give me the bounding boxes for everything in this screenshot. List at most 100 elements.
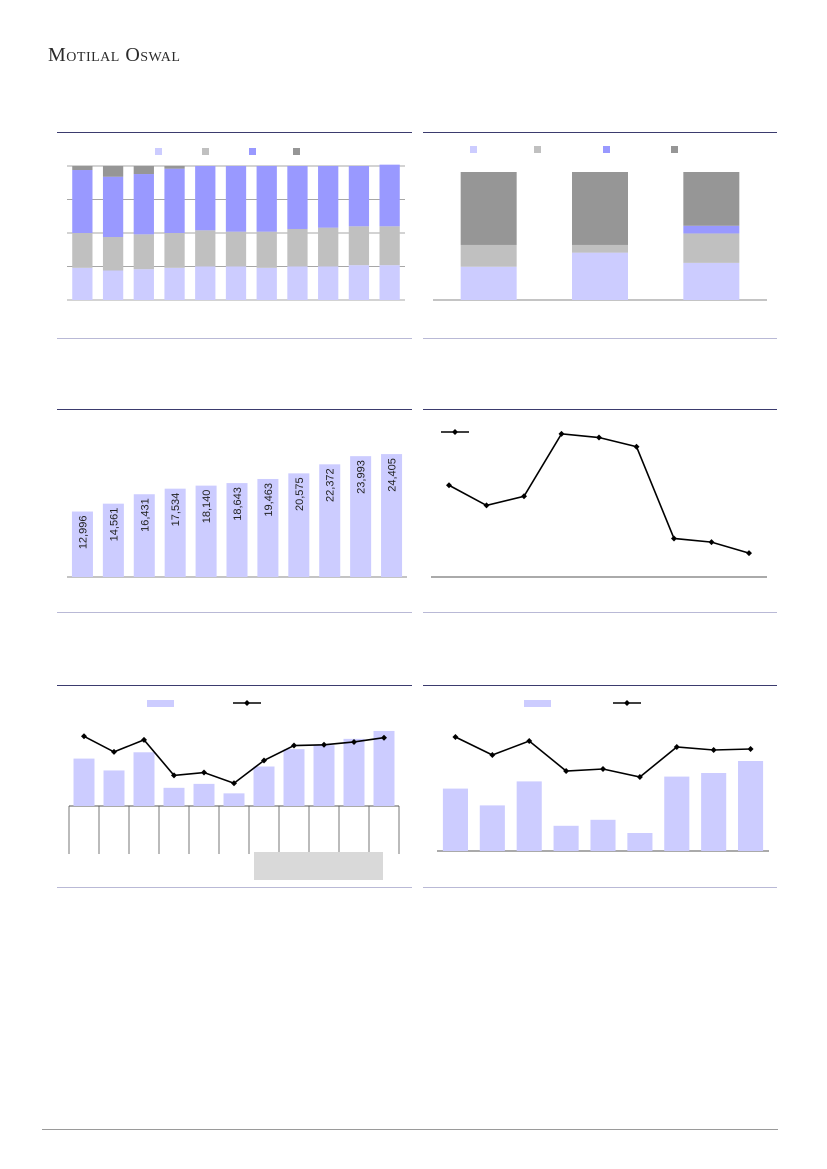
chart6-point [600,766,606,772]
chart5-point [111,748,117,755]
chart5-point [351,738,357,745]
chart1-bar-segment [102,166,124,177]
chart3-data-label: 18,140 [201,490,213,524]
chart2-bar-segment [460,172,517,245]
chart1-legend-swatch [249,148,256,155]
chart5-point [321,741,327,748]
chart5-point [261,757,267,764]
chart1-bar-segment [348,166,370,227]
chart6-bar [627,833,653,851]
chart6-point [673,744,680,750]
chart3-bar [226,483,248,577]
chart5-legend-marker [244,700,250,706]
chart6-point [526,738,533,744]
chart6-bar [479,805,505,851]
chart3-data-label: 24,405 [387,458,399,492]
chart1-bar-segment [72,170,93,233]
chart5-bar [133,752,155,806]
chart2-bottom-rule [423,338,777,339]
chart5-bar [373,730,395,806]
chart5-point [171,772,177,779]
chart1-panel [57,134,412,314]
chart1-bar-segment [225,231,247,267]
chart1-bar-segment [102,237,124,271]
chart6-top-rule [423,685,777,686]
chart3-bar [381,454,403,577]
chart5-point [381,734,387,741]
chart1-bar-segment [102,176,124,238]
chart1-bar-segment [133,234,154,270]
chart1-bar-segment [72,233,93,268]
chart1-bar-segment [195,266,216,300]
chart6-panel [423,687,777,887]
chart3-bar [133,494,155,577]
chart6-bar [516,781,542,851]
chart5-bar [253,766,275,806]
chart2-legend-swatch [534,146,541,153]
chart6-bottom-rule [423,887,777,888]
chart3-panel: 12,996 14,561 16,431 17,534 18,140 18,643 19,4… [57,411,412,591]
chart1-bar-segment [72,267,93,300]
chart5-series-line [83,735,385,785]
chart6-bar [553,825,579,851]
chart1-bar-segment [133,174,154,235]
chart1-bar-segment [379,226,400,266]
chart6-point [710,747,717,753]
chart1-bar-segment [256,267,277,300]
chart1-bar-segment [379,164,400,227]
chart4-point [483,502,490,509]
chart5-bar [343,738,365,806]
chart6-bar [701,773,727,851]
chart3-data-label: 23,993 [356,460,368,494]
chart5-bar [313,745,335,806]
chart2-bar-segment [572,172,628,245]
chart1-bar-segment [318,166,339,228]
chart6-point [636,774,643,780]
chart4-legend-marker [452,429,458,435]
chart5-point [291,742,297,749]
chart4-point [746,550,752,557]
chart5-point [81,733,87,740]
chart3-bar [102,503,124,577]
chart1-bar-segment [256,166,277,232]
chart6-point [452,734,459,740]
chart6-bar [590,819,616,851]
chart1-legend-swatch [155,148,162,155]
chart3-data-label: 20,575 [294,477,306,511]
brand-logo: Motilal Oswal [48,44,181,66]
chart5-point [231,780,237,787]
chart3-data-label: 22,372 [325,468,337,502]
chart1-bar-segment [287,166,308,229]
chart6-svg [437,700,769,852]
chart3-data-label: 12,996 [77,516,89,550]
chart3-data-label: 17,534 [170,493,182,527]
chart1-bar-segment [318,266,339,300]
chart3-top-rule [57,409,412,410]
chart5-bar [283,749,305,806]
chart5-svg [68,700,400,854]
chart3-data-label: 18,643 [232,487,244,521]
chart4-bottom-rule [423,612,777,613]
chart3-data-label: 16,431 [139,498,151,532]
chart4-point [446,482,452,489]
chart1-bar-segment [318,227,339,267]
chart1-bar-segment [379,265,400,300]
chart2-bar-segment [683,225,740,234]
chart6-legend-marker [624,700,630,706]
chart1-bar-segment [164,233,185,268]
chart1-bar-segment [225,266,247,300]
chart1-bar-segment [348,226,370,266]
chart5-point [141,736,147,743]
chart6-bar [664,776,690,851]
chart1-legend-swatch [293,148,300,155]
chart3-bar [164,488,186,577]
chart2-bar-segment [460,244,517,267]
chart3-svg: 12,996 14,561 16,431 17,534 18,140 18,643 19,4… [67,454,407,578]
chart5-highlight-box [254,852,383,880]
chart3-bar [350,456,372,577]
chart4-panel [423,411,777,591]
chart6-point [747,746,754,752]
chart4-point [596,434,602,441]
chart1-bar-segment [287,228,308,267]
chart2-bar-segment [572,244,628,253]
